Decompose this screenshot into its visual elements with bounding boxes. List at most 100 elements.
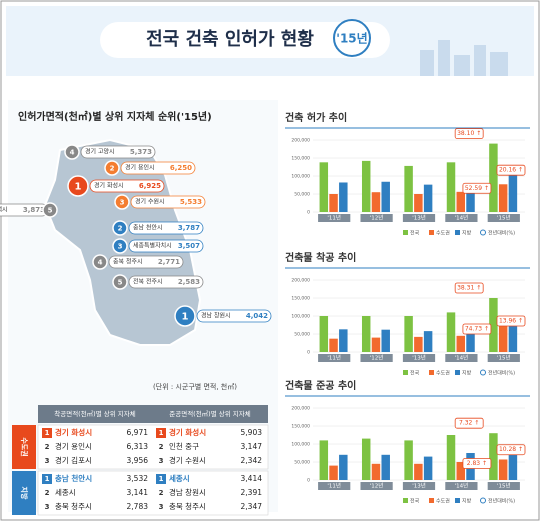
bar [414, 194, 423, 212]
rank: 3 [159, 503, 164, 511]
group-cell [12, 425, 36, 469]
x-tick-label: '13년 [412, 354, 426, 362]
place-value: 5,533 [180, 198, 202, 206]
badge-text: '15년 [336, 32, 367, 46]
skyline [420, 40, 508, 76]
rank: 1 [159, 429, 164, 437]
bar [508, 453, 518, 480]
legend-swatch [455, 498, 460, 503]
x-tick-label: '13년 [412, 214, 426, 222]
category-box [318, 214, 351, 222]
legend-label: 수도권 [436, 498, 450, 505]
legend-label: 수도권 [436, 370, 450, 377]
rank: 3 [45, 457, 50, 465]
annotation-box [462, 458, 492, 469]
rank-box [156, 428, 166, 438]
bar [423, 456, 433, 480]
x-tick-label: '12년 [370, 354, 384, 362]
legend-swatch [403, 370, 408, 375]
bar [404, 165, 413, 212]
legend-swatch [429, 230, 434, 235]
x-tick-label: '11년 [327, 214, 341, 222]
bar [371, 337, 381, 352]
place-value: 3,507 [178, 242, 200, 250]
category-box [445, 354, 478, 362]
bar [381, 329, 390, 352]
rank-number: 1 [75, 182, 82, 193]
place-value: 4,042 [246, 312, 268, 320]
chart-title: 건축물 준공 추이 [285, 379, 356, 392]
y-tick-label: 100,000 [291, 442, 310, 448]
rank: 1 [45, 475, 50, 483]
bar [423, 184, 433, 212]
category-box [402, 214, 436, 222]
table-header: 준공면적(천㎡)별 상위 지자체 [169, 409, 251, 418]
place-name: 경기 평택시 [0, 206, 8, 214]
bar [339, 329, 348, 352]
place-value: 6,250 [170, 164, 192, 172]
category-box [487, 354, 520, 362]
group-name: 수도권 [20, 437, 29, 456]
place-value: 6,925 [139, 182, 161, 190]
bar [456, 191, 466, 212]
y-tick-label: 200,000 [291, 138, 310, 144]
category-box [445, 482, 478, 490]
bar [319, 316, 329, 352]
legend-swatch [429, 370, 434, 375]
legend-note: 전년대비(%) [488, 230, 515, 237]
amount: 2,342 [241, 456, 263, 465]
category-box [318, 482, 351, 490]
place-name: 경기 수원시 [135, 198, 165, 206]
rank-marker [42, 202, 58, 218]
rank-marker [112, 238, 128, 254]
annotation-box [462, 182, 492, 194]
place-name: 충남 천안시 [133, 224, 163, 232]
x-tick-label: '14년 [455, 354, 469, 362]
rank-marker [174, 305, 196, 327]
bar [498, 459, 508, 480]
bar [466, 183, 475, 212]
bar [489, 433, 498, 480]
place-name: 경기 고양시 [85, 148, 115, 156]
annotation-box [454, 128, 484, 140]
label-pill [120, 161, 196, 175]
badge [333, 19, 371, 57]
legend-swatch [455, 230, 460, 235]
rank-marker [114, 194, 130, 210]
legend-note-marker [480, 369, 486, 376]
legend-note: 전년대비(%) [488, 370, 515, 377]
rank: 2 [45, 443, 50, 451]
rank-number: 4 [70, 149, 75, 157]
table-header: 착공면적(천㎡)별 상위 지자체 [54, 409, 136, 418]
y-tick-label: 0 [307, 478, 310, 484]
bar [319, 440, 329, 480]
bar [489, 143, 498, 212]
place-value: 3,787 [178, 224, 200, 232]
legend-label: 전국 [410, 498, 420, 505]
group-cell [12, 471, 36, 515]
bar [446, 312, 456, 352]
bar [361, 316, 371, 352]
bar [498, 184, 508, 212]
legend-label: 지방 [462, 230, 472, 237]
rank: 1 [45, 429, 50, 437]
annotation: 20.16 ↑ [499, 167, 523, 174]
amount: 3,147 [241, 442, 263, 451]
amount: 2,347 [241, 502, 263, 511]
bar [329, 338, 338, 352]
city: 세종시 [55, 488, 76, 497]
group-body [37, 424, 269, 470]
rank-number: 1 [182, 312, 189, 323]
legend-swatch [455, 370, 460, 375]
city: 경기 화성시 [55, 427, 92, 437]
chart-title: 건축 허가 추이 [285, 111, 347, 124]
place-name: 경기 화성시 [94, 182, 124, 190]
rank-number: 2 [110, 165, 115, 173]
label-pill [108, 255, 184, 269]
rank-number: 5 [48, 207, 53, 215]
legend-note-marker [480, 229, 486, 236]
category-box [402, 354, 436, 362]
rank-marker [112, 274, 128, 290]
amount: 6,971 [127, 428, 149, 437]
